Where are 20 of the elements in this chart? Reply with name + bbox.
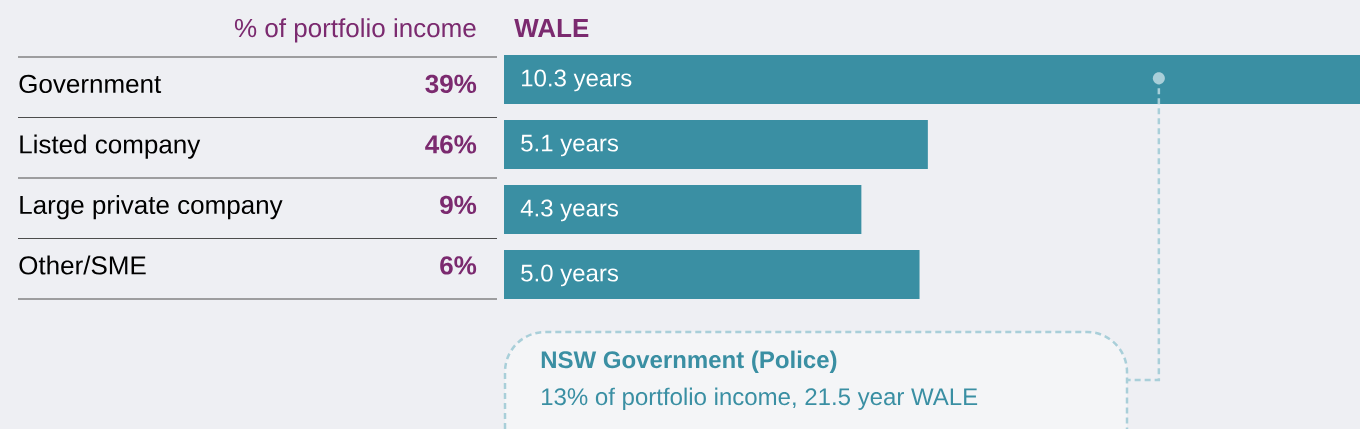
text: % of portfolio income bbox=[234, 18, 476, 43]
y-tick-label: Other/SME bbox=[19, 255, 146, 275]
bar bbox=[504, 185, 862, 234]
text: 6% bbox=[440, 256, 477, 275]
x-axis-title: WALE bbox=[514, 19, 589, 37]
bar bbox=[504, 120, 928, 169]
data-label: 5.0 years bbox=[521, 264, 619, 287]
data-label: 10.3 years bbox=[522, 69, 632, 92]
text: NSW Government (Police) bbox=[541, 350, 837, 373]
data-label: 4.3 years bbox=[520, 199, 619, 222]
text: 9% bbox=[440, 195, 477, 215]
text: 39% bbox=[425, 74, 477, 94]
y-tick-label: Government bbox=[19, 74, 162, 94]
bar bbox=[504, 55, 1360, 105]
y-tick-label: Listed company bbox=[20, 134, 201, 159]
y-tick-label: Large private company bbox=[20, 195, 283, 220]
text: 46% bbox=[425, 135, 477, 154]
text: 13% of portfolio income, 21.5 year WALE bbox=[542, 387, 978, 410]
bar bbox=[504, 250, 920, 299]
data-label: 5.1 years bbox=[521, 134, 619, 157]
